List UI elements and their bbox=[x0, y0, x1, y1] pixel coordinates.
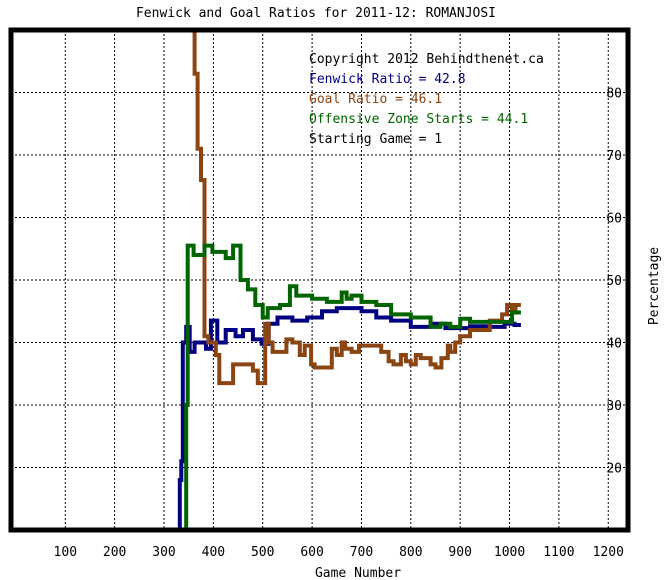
copyright-note: Copyright 2012 Behindthenet.ca bbox=[309, 52, 544, 67]
goal-ratio-label: Goal Ratio = 46.1 bbox=[309, 92, 442, 107]
data-series bbox=[177, 28, 521, 530]
x-tick-label: 1000 bbox=[494, 545, 525, 560]
x-tick-label: 1200 bbox=[593, 545, 624, 560]
plot-frame bbox=[8, 27, 631, 533]
x-tick-label: 300 bbox=[152, 545, 175, 560]
x-tick-labels: 100 200 300 400 500 600 700 800 900 1000 1100 1200 bbox=[54, 545, 624, 560]
annotation-box: Copyright 2012 Behindthenet.ca Fenwick R… bbox=[309, 52, 544, 147]
offensive-zone-starts-label: Offensive Zone Starts = 44.1 bbox=[309, 112, 528, 127]
x-tick-label: 1100 bbox=[543, 545, 574, 560]
y-tick-label: 20 bbox=[606, 462, 622, 477]
x-tick-label: 400 bbox=[202, 545, 225, 560]
x-tick-label: 500 bbox=[251, 545, 274, 560]
starting-game-label: Starting Game = 1 bbox=[309, 132, 442, 147]
x-tick-label: 100 bbox=[54, 545, 77, 560]
x-tick-label: 600 bbox=[300, 545, 323, 560]
x-tick-label: 800 bbox=[399, 545, 422, 560]
y-axis-label: Percentage bbox=[647, 247, 662, 325]
y-tick-label: 40 bbox=[606, 337, 622, 352]
chart-title: Fenwick and Goal Ratios for 2011-12: ROM… bbox=[136, 6, 496, 21]
fenwick-ratio-label: Fenwick Ratio = 42.8 bbox=[309, 72, 466, 87]
y-tick-label: 80 bbox=[606, 87, 622, 102]
y-tick-label: 50 bbox=[606, 274, 622, 289]
x-tick-label: 200 bbox=[103, 545, 126, 560]
y-tick-label: 70 bbox=[606, 149, 622, 164]
fenwick-ratio-line bbox=[177, 306, 521, 530]
goal-ratio-line bbox=[187, 28, 521, 386]
grid-lines bbox=[11, 30, 628, 530]
y-tick-labels: 20 30 40 50 60 70 80 bbox=[606, 87, 622, 477]
ozs-ratio-line bbox=[184, 243, 521, 530]
y-tick-label: 60 bbox=[606, 212, 622, 227]
x-tick-label: 900 bbox=[448, 545, 471, 560]
x-axis-label: Game Number bbox=[315, 566, 401, 580]
x-tick-label: 700 bbox=[350, 545, 373, 560]
y-tick-label: 30 bbox=[606, 399, 622, 414]
